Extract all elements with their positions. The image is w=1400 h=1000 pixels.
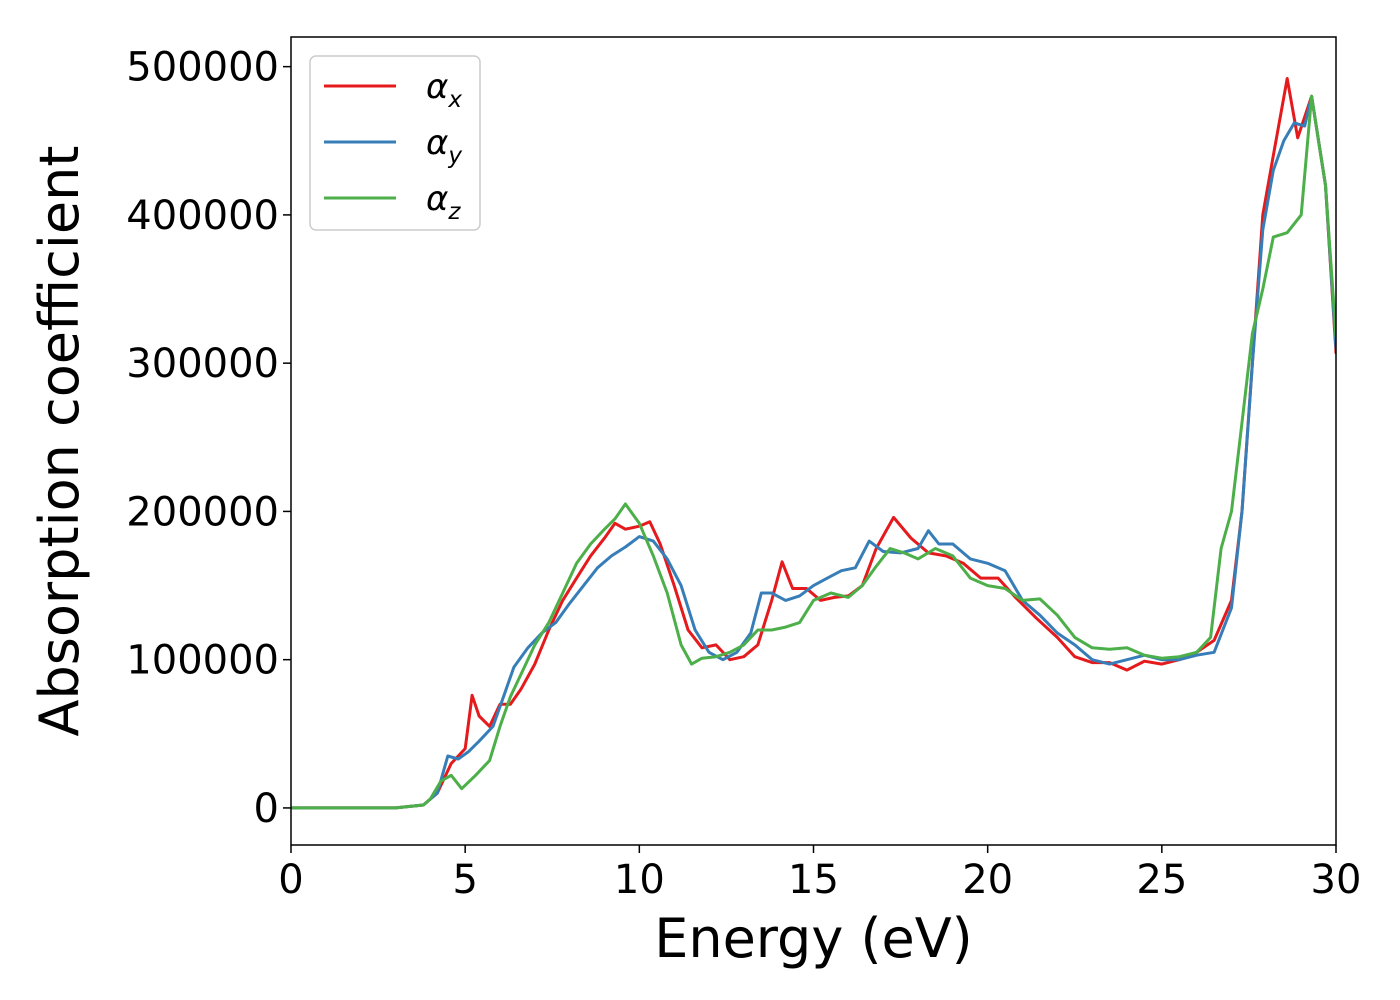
legend-subscript: z [447, 199, 461, 225]
x-tick-label: 5 [452, 857, 477, 903]
y-tick-label: 0 [254, 786, 279, 832]
x-axis-title: Energy (eV) [654, 907, 973, 970]
x-tick-label: 30 [1311, 857, 1362, 903]
x-tick-label: 0 [278, 857, 303, 903]
y-tick-label: 300000 [126, 341, 279, 387]
series-line-z [291, 94, 1336, 810]
legend-label-x: αx [426, 67, 462, 113]
y-tick-label: 200000 [126, 489, 279, 535]
legend-subscript: y [447, 143, 462, 169]
legend-symbol: α [426, 123, 448, 163]
axes-layer: 0 5 10 15 20 25 30 0 100000 200000 300000 400000 500… [28, 36, 1362, 970]
series-line-y [291, 94, 1336, 810]
legend-symbol: α [426, 67, 448, 107]
y-tick-label: 400000 [126, 193, 279, 239]
legend-symbol: α [426, 179, 448, 219]
legend-label-z: αz [426, 179, 461, 225]
legend-label-y: αy [426, 123, 462, 169]
x-tick-label: 10 [614, 857, 665, 903]
y-tick-label: 500000 [126, 45, 279, 91]
legend-subscript: x [447, 87, 462, 113]
x-tick-label: 20 [962, 857, 1013, 903]
y-axis-title: Absorption coefficient [28, 146, 91, 737]
plot-layer [291, 77, 1336, 810]
x-tick-label: 15 [788, 857, 839, 903]
x-tick-label: 25 [1136, 857, 1187, 903]
y-tick-label: 100000 [126, 638, 279, 684]
